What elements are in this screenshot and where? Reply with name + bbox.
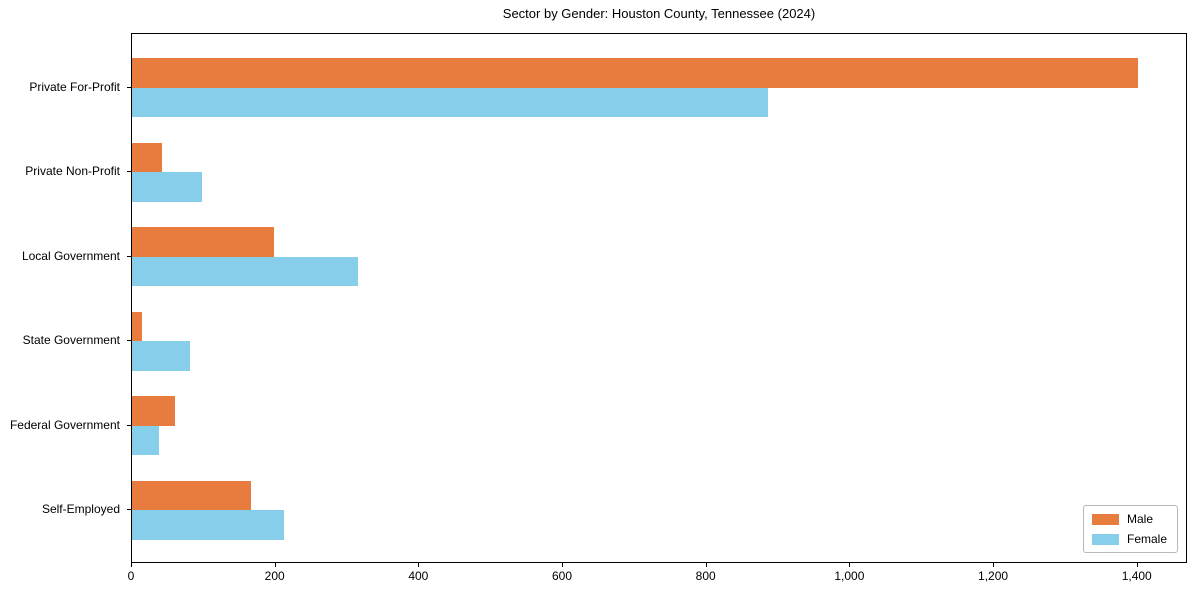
xtick-label-400: 400 xyxy=(408,569,429,583)
legend-label-female: Female xyxy=(1126,532,1167,546)
xtick-mark-400 xyxy=(418,563,420,567)
ytick-mark-local-government xyxy=(127,255,131,257)
ytick-label-private-non-profit: Private Non-Profit xyxy=(25,164,120,179)
xtick-mark-1400 xyxy=(1136,563,1138,567)
legend-swatch-male xyxy=(1091,513,1119,525)
bar-male-private-for-profit xyxy=(132,58,1138,88)
ytick-label-self-employed: Self-Employed xyxy=(41,502,120,517)
xtick-mark-800 xyxy=(705,563,707,567)
chart-title: Sector by Gender: Houston County, Tennes… xyxy=(502,6,816,21)
xtick-mark-600 xyxy=(562,563,564,567)
xtick-label-800: 800 xyxy=(695,569,716,583)
ytick-label-local-government: Local Government xyxy=(21,248,120,263)
bar-male-federal-government xyxy=(132,396,176,426)
bar-female-state-government xyxy=(132,341,191,371)
xtick-mark-0 xyxy=(131,563,132,567)
xtick-mark-200 xyxy=(274,563,276,567)
xtick-label-600: 600 xyxy=(552,569,573,583)
xtick-mark-1200 xyxy=(993,563,995,567)
xtick-mark-1000 xyxy=(849,563,851,567)
bar-female-federal-government xyxy=(132,425,160,456)
legend-entry-female: Female xyxy=(1091,532,1167,546)
bar-male-self-employed xyxy=(132,480,252,511)
xtick-label-1000: 1,000 xyxy=(834,569,865,583)
legend-entry-male: Male xyxy=(1091,512,1167,526)
bar-male-local-government xyxy=(132,227,275,257)
legend: Male Female xyxy=(1082,505,1178,553)
bar-male-state-government xyxy=(132,311,143,342)
xtick-label-1200: 1,200 xyxy=(978,569,1009,583)
bar-female-private-for-profit xyxy=(132,87,768,118)
bar-male-private-non-profit xyxy=(132,142,163,173)
bar-female-private-non-profit xyxy=(132,172,203,202)
ytick-label-federal-government: Federal Government xyxy=(9,417,120,432)
plot-area xyxy=(131,33,1187,563)
ytick-mark-private-for-profit xyxy=(127,86,131,88)
bar-female-self-employed xyxy=(132,510,285,541)
ytick-label-state-government: State Government xyxy=(22,333,120,348)
xtick-label-0: 0 xyxy=(127,569,135,583)
xtick-label-200: 200 xyxy=(264,569,285,583)
legend-label-male: Male xyxy=(1126,512,1153,526)
ytick-mark-federal-government xyxy=(127,424,131,426)
xtick-label-1400: 1,400 xyxy=(1121,569,1152,583)
legend-swatch-female xyxy=(1091,533,1119,545)
ytick-label-private-for-profit: Private For-Profit xyxy=(29,79,120,94)
bar-female-local-government xyxy=(132,256,359,287)
ytick-mark-private-non-profit xyxy=(127,171,131,173)
ytick-mark-state-government xyxy=(127,340,131,342)
ytick-mark-self-employed xyxy=(127,509,131,511)
